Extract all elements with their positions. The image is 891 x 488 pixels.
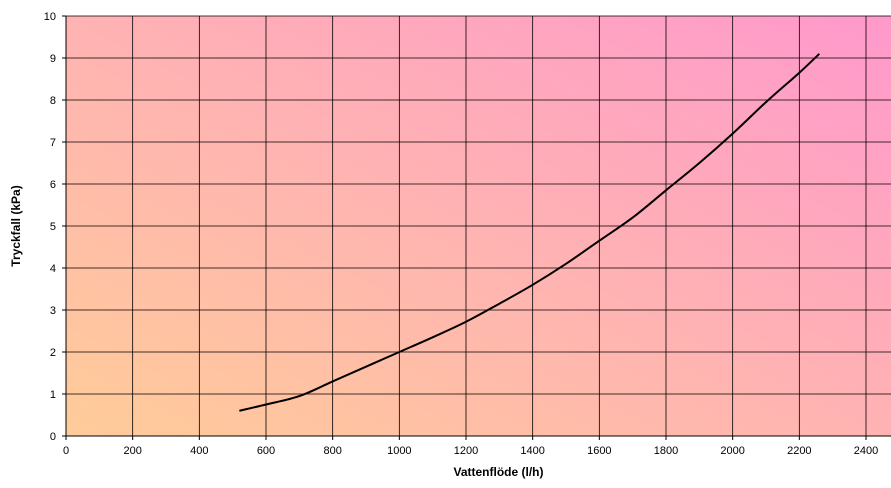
x-tick-label: 0: [63, 445, 69, 457]
y-tick-label: 1: [50, 389, 56, 401]
x-tick-label: 1400: [520, 445, 544, 457]
x-tick-label: 2000: [720, 445, 744, 457]
x-tick-label: 1200: [454, 445, 478, 457]
y-tick-labels: 0 1 2 3 4 5 6 7 8 9 10: [44, 11, 56, 443]
x-tick-label: 800: [323, 445, 341, 457]
y-axis-title: Tryckfall (kPa): [9, 185, 23, 266]
x-axis-title: Vattenflöde (l/h): [454, 465, 544, 479]
y-tick-label: 3: [50, 305, 56, 317]
x-tick-label: 400: [190, 445, 208, 457]
x-tick-label: 2400: [854, 445, 878, 457]
x-tick-label: 600: [257, 445, 275, 457]
x-tick-label: 1600: [587, 445, 611, 457]
x-tick-label: 2200: [787, 445, 811, 457]
y-tick-label: 9: [50, 53, 56, 65]
y-tick-label: 4: [50, 263, 56, 275]
x-tick-labels: 0 200 400 600 800 1000 1200 1400 1600 1800 2000 220…: [63, 445, 878, 457]
y-tick-label: 5: [50, 221, 56, 233]
x-tick-label: 1800: [654, 445, 678, 457]
y-tick-label: 10: [44, 11, 56, 23]
y-tick-label: 7: [50, 137, 56, 149]
axes: [62, 15, 891, 440]
grid: [65, 15, 891, 437]
series-line: [239, 53, 821, 412]
y-tick-label: 2: [50, 347, 56, 359]
y-tick-label: 6: [50, 179, 56, 191]
y-tick-label: 8: [50, 95, 56, 107]
x-tick-label: 1000: [387, 445, 411, 457]
y-tick-label: 0: [50, 431, 56, 443]
x-tick-label: 200: [123, 445, 141, 457]
